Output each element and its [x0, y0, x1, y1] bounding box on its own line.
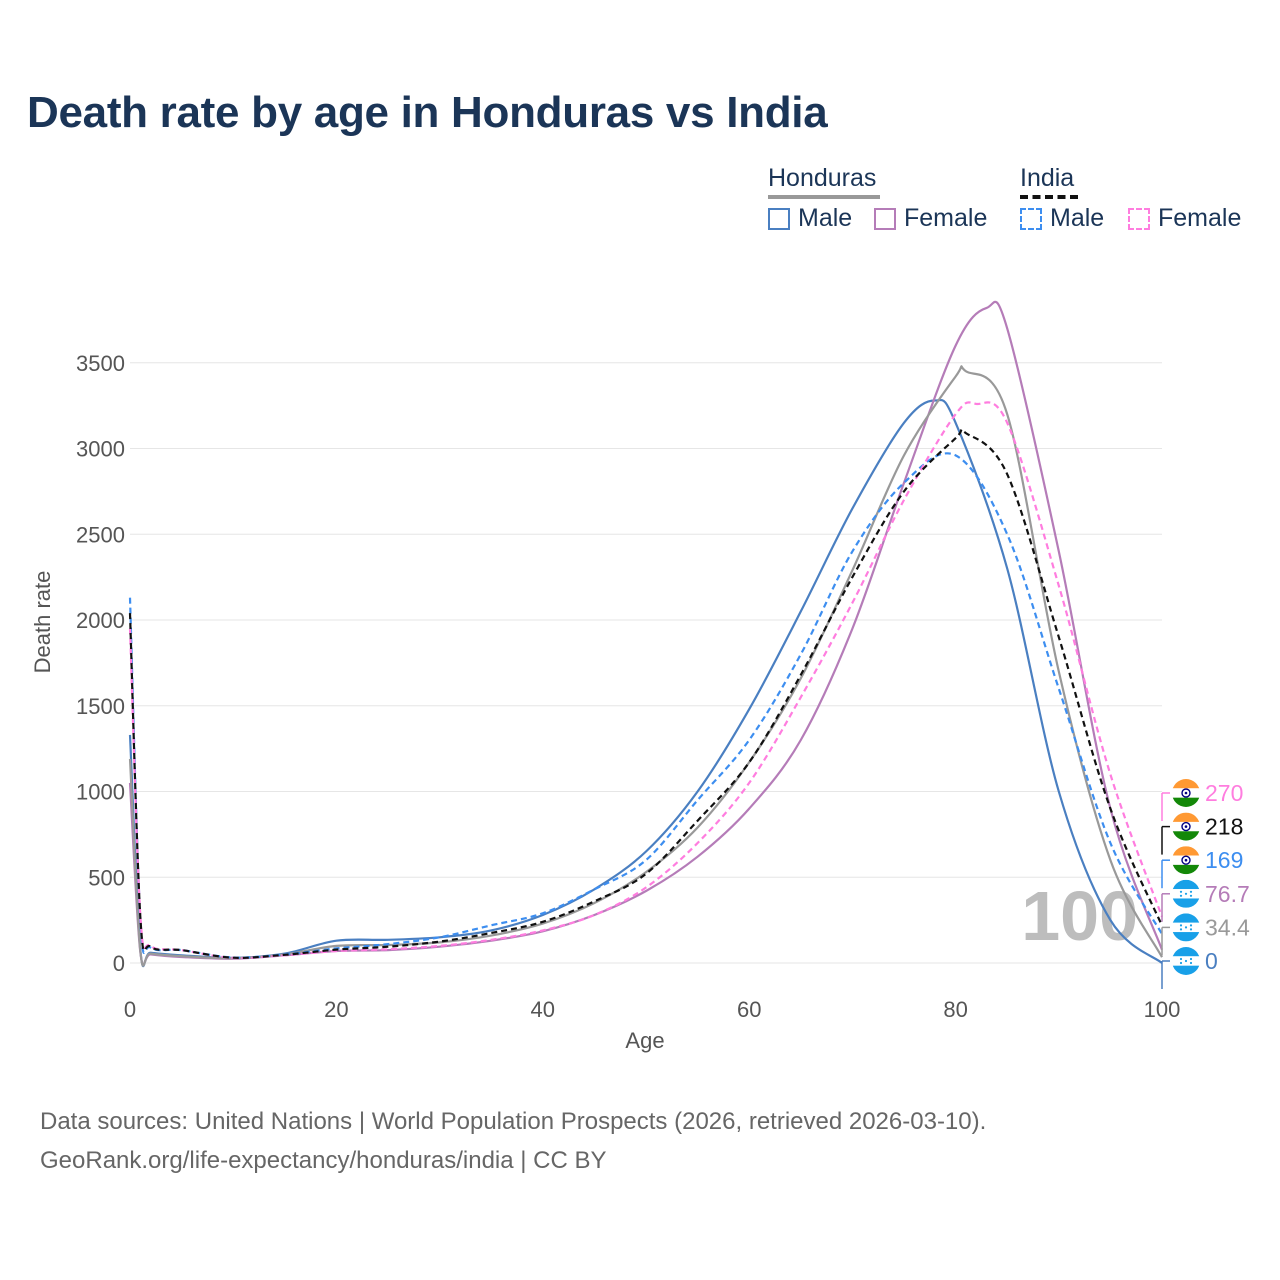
x-tick-label: 100 — [1144, 997, 1181, 1022]
x-tick-label: 60 — [737, 997, 761, 1022]
series-line-honduras-male[interactable] — [128, 398, 1163, 968]
end-label-item: 169 — [1161, 846, 1243, 889]
chart-title: Death rate by age in Honduras vs India — [27, 88, 828, 137]
series-line-honduras-female[interactable] — [128, 300, 1164, 967]
end-label-value: 169 — [1205, 847, 1243, 873]
series-lines — [128, 300, 1164, 968]
x-tick-label: 20 — [324, 997, 348, 1022]
y-tick-label: 3000 — [76, 437, 125, 462]
y-tick-label: 500 — [88, 865, 125, 890]
end-label-value: 76.7 — [1205, 881, 1250, 907]
y-tick-label: 2500 — [76, 522, 125, 547]
india-flag-icon — [1172, 846, 1200, 875]
legend-item-india-male[interactable]: Male — [1020, 204, 1104, 233]
x-axis-ticks: 0 20 40 60 80 100 — [124, 997, 1180, 1022]
y-tick-label: 2000 — [76, 608, 125, 633]
legend-label-honduras-female: Female — [904, 204, 988, 232]
legend-group-honduras[interactable]: Honduras — [768, 164, 880, 199]
legend-group-india-line — [1020, 195, 1078, 199]
x-tick-label: 40 — [531, 997, 555, 1022]
x-axis-label: Age — [625, 1028, 664, 1053]
source-line-2[interactable]: GeoRank.org/life-expectancy/honduras/ind… — [40, 1147, 607, 1174]
series-line-honduras-total[interactable] — [128, 365, 1163, 967]
x-tick-label: 80 — [943, 997, 967, 1022]
y-axis-ticks: 0 500 1000 1500 2000 2500 3000 3500 — [76, 351, 125, 976]
y-axis-label: Death rate — [30, 571, 55, 674]
honduras-flag-icon — [1172, 913, 1200, 942]
india-flag-icon — [1172, 812, 1200, 841]
end-label-item: 0 — [1161, 947, 1218, 989]
legend-group-india[interactable]: India — [1020, 164, 1078, 199]
x-tick-label: 0 — [124, 997, 136, 1022]
end-label-item: 76.7 — [1161, 879, 1250, 922]
y-tick-label: 1000 — [76, 780, 125, 805]
legend-swatch-india-male — [1020, 207, 1042, 230]
legend-swatch-india-female — [1128, 207, 1150, 230]
legend-label-india-male: Male — [1050, 204, 1105, 232]
end-labels: 270 218 169 76.7 34.4 0 — [1161, 779, 1250, 989]
series-line-india-female[interactable] — [128, 401, 1164, 960]
end-label-value: 270 — [1205, 780, 1243, 806]
legend-label-honduras-male: Male — [798, 204, 853, 232]
legend-swatch-honduras-female — [874, 207, 896, 230]
y-tick-label: 3500 — [76, 351, 125, 376]
watermark-age: 100 — [1021, 877, 1138, 955]
end-label-item: 218 — [1161, 812, 1243, 855]
legend-item-india-female[interactable]: Female — [1128, 204, 1241, 233]
legend-group-india-label: India — [1020, 164, 1075, 192]
series-line-india-total[interactable] — [128, 428, 1164, 959]
legend-group-honduras-label: Honduras — [768, 164, 877, 192]
end-label-item: 34.4 — [1161, 913, 1250, 956]
legend-label-india-female: Female — [1158, 204, 1242, 232]
legend-group-honduras-line — [768, 195, 880, 199]
legend-item-honduras-female[interactable]: Female — [874, 204, 987, 233]
end-label-value: 218 — [1205, 814, 1243, 840]
honduras-flag-icon — [1172, 947, 1200, 975]
y-tick-label: 0 — [113, 951, 125, 976]
india-flag-icon — [1172, 779, 1200, 807]
legend-item-honduras-male[interactable]: Male — [768, 204, 852, 233]
end-label-value: 34.4 — [1205, 914, 1250, 940]
end-label-value: 0 — [1205, 948, 1218, 974]
source-line-1: Data sources: United Nations | World Pop… — [40, 1108, 987, 1135]
legend-swatch-honduras-male — [768, 207, 790, 230]
honduras-flag-icon — [1172, 879, 1200, 908]
y-tick-label: 1500 — [76, 694, 125, 719]
grid-lines — [130, 362, 1162, 964]
end-label-item: 270 — [1161, 779, 1243, 821]
